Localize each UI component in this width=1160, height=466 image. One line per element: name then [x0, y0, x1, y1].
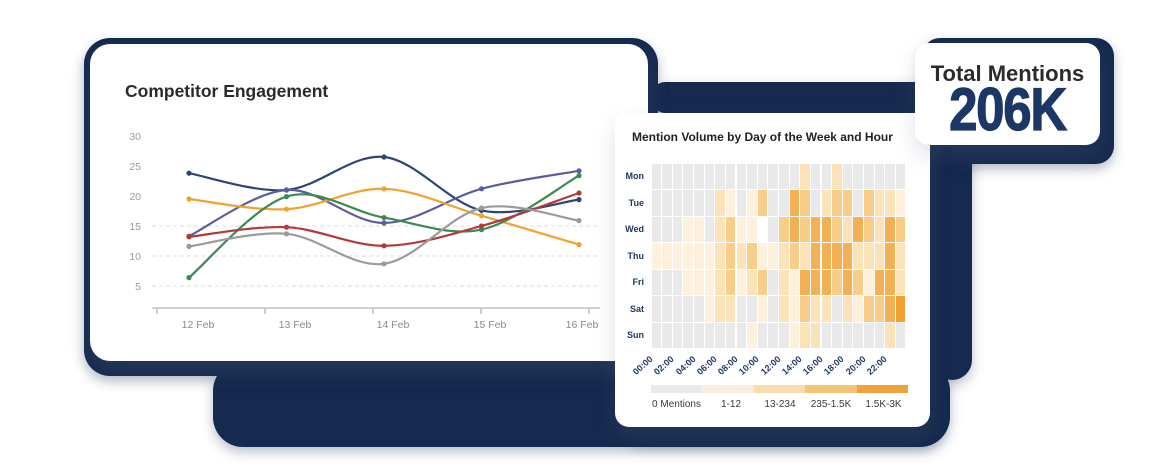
svg-text:30: 30: [129, 131, 141, 143]
svg-text:16 Feb: 16 Feb: [566, 319, 599, 331]
svg-text:15 Feb: 15 Feb: [474, 319, 507, 331]
svg-text:20: 20: [129, 191, 141, 203]
svg-text:13 Feb: 13 Feb: [279, 319, 312, 331]
svg-text:10: 10: [129, 251, 141, 263]
svg-text:14 Feb: 14 Feb: [377, 319, 410, 331]
svg-text:15: 15: [129, 221, 141, 233]
svg-text:25: 25: [129, 161, 141, 173]
svg-text:12 Feb: 12 Feb: [182, 319, 215, 331]
svg-text:5: 5: [135, 281, 141, 293]
